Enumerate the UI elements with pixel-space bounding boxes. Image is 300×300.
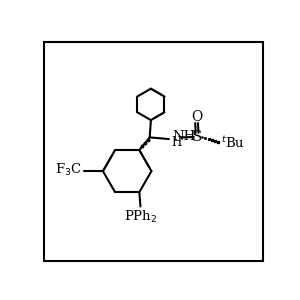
Text: NH: NH bbox=[172, 130, 196, 143]
Text: O: O bbox=[191, 110, 202, 124]
Text: PPh$_2$: PPh$_2$ bbox=[124, 209, 157, 225]
Text: S: S bbox=[192, 130, 202, 143]
Text: F$_3$C: F$_3$C bbox=[55, 162, 82, 178]
Text: H: H bbox=[171, 136, 182, 149]
Text: $^t$Bu: $^t$Bu bbox=[220, 135, 244, 151]
